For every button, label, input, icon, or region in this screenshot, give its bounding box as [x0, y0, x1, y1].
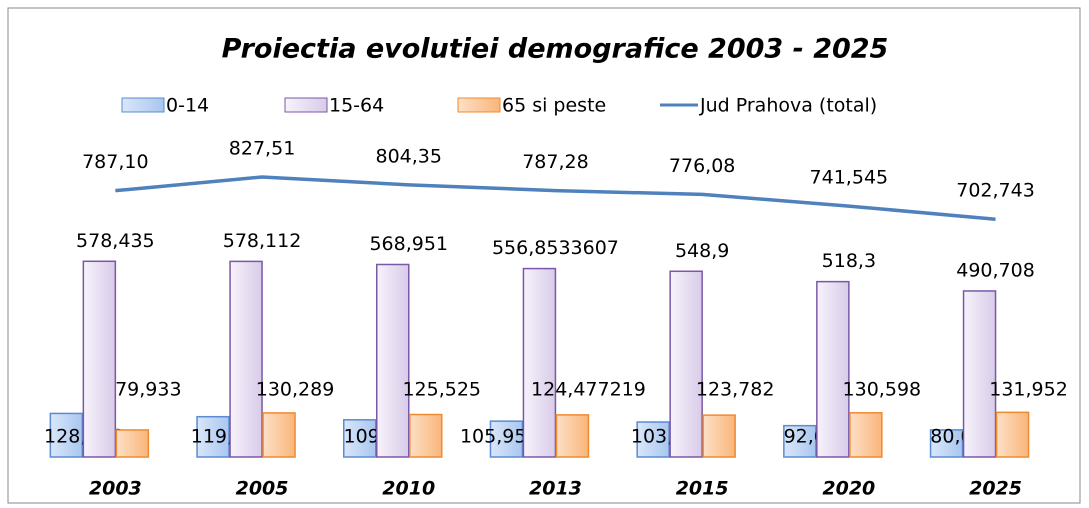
bar: [489, 420, 524, 458]
data-label: 518,3: [822, 250, 876, 272]
bar: [636, 421, 670, 458]
data-label: 702,743: [956, 180, 1035, 202]
bar: [262, 412, 296, 458]
data-label: 787,28: [522, 151, 588, 173]
bar: [343, 419, 377, 458]
x-tick-label: 2010: [382, 478, 435, 500]
bar: [115, 429, 150, 458]
bar: [816, 280, 850, 458]
bar: [962, 290, 997, 458]
data-label: 125,525: [402, 379, 481, 401]
legend-label: 65 si peste: [502, 95, 606, 117]
data-label: 827,51: [229, 138, 295, 160]
bar: [522, 267, 557, 458]
bar: [82, 260, 117, 458]
chart-title: Proiectia evolutiei demografice 2003 - 2…: [222, 34, 889, 65]
bar: [702, 414, 736, 458]
data-label: 79,933: [115, 379, 181, 401]
data-label: 124,477219: [531, 379, 646, 401]
legend-swatch: [121, 97, 165, 113]
bar: [49, 412, 84, 458]
data-label: 787,10: [82, 151, 148, 173]
legend-swatch: [457, 97, 501, 113]
bar: [196, 415, 230, 458]
legend-label: 15-64: [329, 95, 384, 117]
x-tick-label: 2025: [969, 478, 1022, 500]
bar: [849, 412, 883, 458]
bar: [783, 424, 817, 458]
data-label: 123,782: [696, 379, 775, 401]
legend-label: Jud Prahova (total): [699, 95, 877, 117]
bar: [229, 260, 263, 458]
bar: [376, 263, 410, 458]
data-label: 568,951: [369, 233, 448, 255]
data-label: 578,112: [223, 230, 302, 252]
line: [115, 175, 996, 221]
x-tick-label: 2005: [236, 478, 289, 500]
x-tick-label: 2013: [529, 478, 582, 500]
data-label: 490,708: [956, 259, 1035, 281]
bar: [929, 429, 964, 458]
data-label: 556,8533607: [492, 237, 619, 259]
data-label: 804,35: [376, 145, 442, 167]
legend-swatch: [284, 97, 328, 113]
bar: [669, 270, 703, 458]
bar: [995, 411, 1030, 458]
bar: [409, 413, 443, 458]
bar: [555, 414, 590, 458]
data-label: 578,435: [76, 230, 155, 252]
legend-label: 0-14: [166, 95, 209, 117]
x-tick-label: 2015: [676, 478, 729, 500]
data-label: 776,08: [669, 155, 735, 177]
data-label: 741,545: [810, 167, 889, 189]
x-tick-label: 2020: [822, 478, 875, 500]
data-label: 130,289: [256, 379, 335, 401]
data-label: 131,952: [989, 379, 1068, 401]
x-tick-label: 2003: [89, 478, 142, 500]
data-label: 548,9: [675, 240, 729, 262]
data-label: 130,598: [843, 379, 922, 401]
